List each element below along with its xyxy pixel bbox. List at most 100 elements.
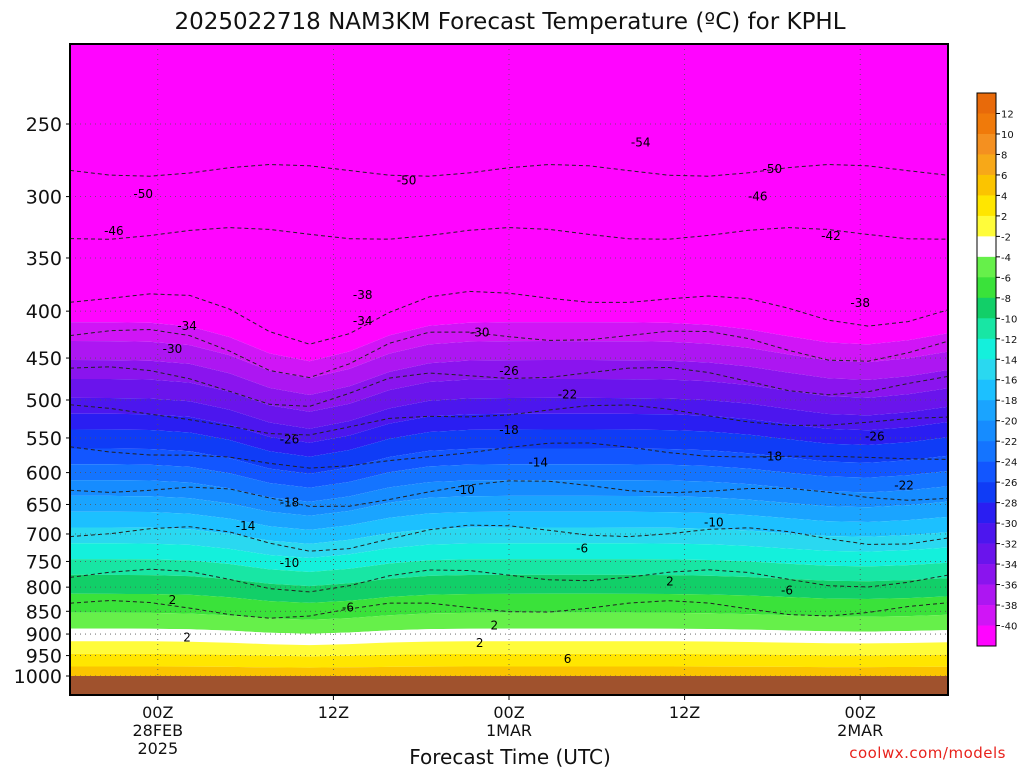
- y-tick-label: 400: [26, 301, 62, 323]
- colorbar-swatch: [977, 400, 996, 422]
- temperature-band: [70, 341, 948, 395]
- temperature-band: [70, 653, 948, 668]
- contour-label: -42: [821, 229, 841, 243]
- temperature-band: [70, 543, 948, 572]
- colorbar-label: -36: [1001, 581, 1017, 592]
- temperature-band: [70, 379, 948, 429]
- colorbar-label: 6: [1001, 171, 1007, 182]
- temperature-band: [70, 480, 948, 516]
- isotherm-line: [70, 366, 948, 407]
- isotherm-line: [70, 599, 948, 619]
- x-tick-label: 12Z: [318, 703, 349, 722]
- temperature-band: [70, 511, 948, 544]
- contour-label: -34: [353, 314, 373, 328]
- y-tick-label: 700: [26, 524, 62, 546]
- temperature-band: [70, 464, 948, 502]
- colorbar-swatch: [977, 236, 996, 258]
- colorbar-label: 2: [1001, 212, 1007, 223]
- contour-label: -50: [397, 173, 417, 187]
- x-tick-label: 2025: [137, 739, 178, 758]
- contour-label: 6: [564, 652, 572, 666]
- colorbar-label: -40: [1001, 622, 1017, 633]
- temperature-band: [70, 628, 948, 646]
- temperature-band: [70, 397, 948, 443]
- colorbar-swatch: [977, 502, 996, 524]
- colorbar-swatch: [977, 215, 996, 237]
- x-tick-label: 28FEB: [132, 721, 183, 740]
- contour-label: -26: [865, 430, 885, 444]
- y-axis: 2503003504004505005506006507007508008509…: [14, 114, 70, 688]
- colorbar-label: -22: [1001, 437, 1017, 448]
- colorbar-label: -14: [1001, 355, 1017, 366]
- contour-label: -50: [133, 187, 153, 201]
- y-tick-label: 500: [26, 390, 62, 412]
- colorbar-swatch: [977, 113, 996, 135]
- colorbar-label: -20: [1001, 417, 1017, 428]
- temperature-band: [70, 666, 948, 676]
- y-tick-label: 550: [26, 428, 62, 450]
- colorbar-swatch: [977, 543, 996, 565]
- temperature-band: [70, 448, 948, 488]
- temperature-band: [70, 495, 948, 530]
- temperature-band: [70, 593, 948, 620]
- contour-label: -46: [104, 224, 124, 238]
- colorbar-frame: [976, 92, 997, 647]
- colorbar-swatch: [977, 441, 996, 462]
- colorbar-label: 10: [1001, 130, 1014, 141]
- colorbar-swatch: [977, 523, 996, 544]
- colorbar-swatch: [977, 256, 996, 278]
- colorbar-swatch: [977, 195, 996, 217]
- isotherm-line: [70, 568, 948, 593]
- chart-title: 2025022718 NAM3KM Forecast Temperature (…: [174, 9, 845, 35]
- colorbar-label: -34: [1001, 560, 1017, 571]
- contour-label: 2: [183, 631, 191, 645]
- colorbar-label: -28: [1001, 499, 1017, 510]
- contour-labels: -54 -50 -50 -50 -46 -46 -42 -38 -38 -34 -34 -30 -30 -…: [104, 136, 914, 666]
- isotherm-line: [70, 442, 948, 469]
- colorbar-swatch: [977, 420, 996, 442]
- colorbar-label: -10: [1001, 314, 1017, 325]
- grid-lines: [70, 44, 948, 695]
- contour-label: -38: [850, 296, 870, 310]
- colorbar-label: -16: [1001, 376, 1017, 387]
- colorbar-label: -32: [1001, 540, 1017, 551]
- contour-label: -54: [631, 136, 651, 150]
- contour-label: -10: [704, 515, 724, 529]
- y-tick-label: 800: [26, 577, 62, 599]
- temperature-band: [70, 574, 948, 603]
- colorbar-swatch: [977, 277, 996, 299]
- isotherm-line: [70, 328, 948, 379]
- colorbar-label: -30: [1001, 519, 1017, 530]
- temperature-field: [70, 44, 948, 676]
- temperature-band: [70, 44, 948, 362]
- colorbar-swatch: [977, 154, 996, 176]
- colorbar-swatch: [977, 379, 996, 401]
- y-tick-label: 350: [26, 248, 62, 270]
- temperature-band: [70, 527, 948, 558]
- contour-label: -50: [763, 162, 783, 176]
- contour-label: -14: [236, 519, 256, 533]
- colorbar-label: -4: [1001, 253, 1011, 264]
- contour-label: -10: [455, 483, 475, 497]
- colorbar-label: -24: [1001, 458, 1017, 469]
- colorbar-swatch: [977, 605, 996, 626]
- contour-label: -6: [781, 584, 793, 598]
- colorbar-swatch: [977, 174, 996, 196]
- contour-label: -34: [177, 319, 197, 333]
- x-tick-label: 00Z: [845, 703, 876, 722]
- ground-surface: [70, 676, 948, 695]
- isotherm-line: [70, 290, 948, 345]
- colorbar-swatch: [977, 318, 996, 340]
- contour-label: -30: [470, 325, 490, 339]
- isotherm-line: [70, 524, 948, 552]
- x-tick-label: 2MAR: [837, 721, 883, 740]
- y-tick-label: 300: [26, 187, 62, 209]
- colorbar-label: -2: [1001, 232, 1011, 243]
- contour-label: -6: [576, 541, 588, 555]
- contour-label: -14: [528, 456, 548, 470]
- contour-label: -18: [280, 496, 300, 510]
- contour-label: -18: [499, 423, 519, 437]
- x-tick-label: 00Z: [142, 703, 173, 722]
- colorbar-swatch: [977, 133, 996, 155]
